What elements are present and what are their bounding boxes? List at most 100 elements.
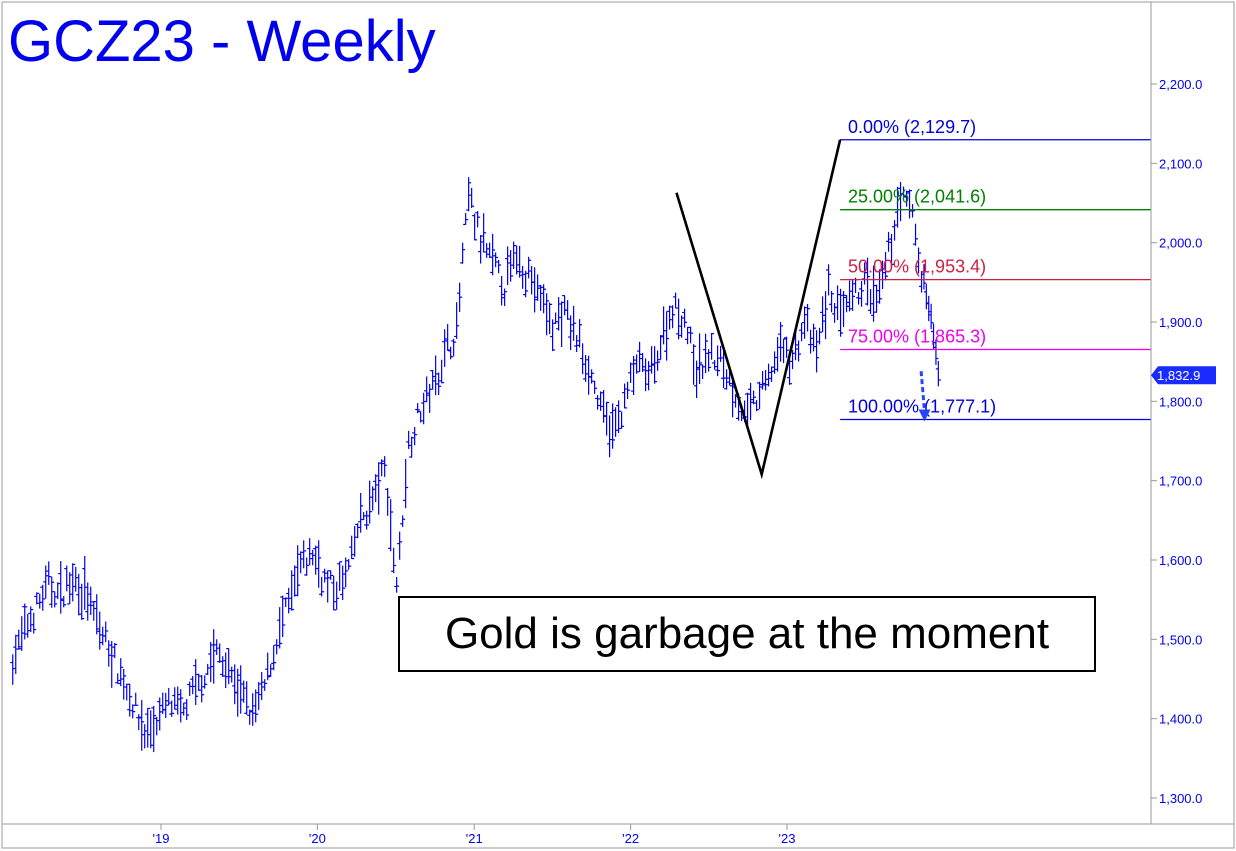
price-bar (805, 303, 811, 332)
price-bar (604, 401, 610, 436)
price-bar (400, 515, 406, 528)
price-bar (682, 308, 688, 328)
price-bar (145, 707, 151, 748)
price-bar (664, 311, 670, 361)
price-bar (796, 340, 802, 362)
price-bar (583, 355, 589, 382)
price-bar (31, 612, 37, 634)
price-bar (88, 586, 94, 615)
price-bar (760, 371, 766, 390)
price-bar (346, 559, 352, 570)
price-bar (778, 322, 784, 362)
price-bar (301, 540, 307, 569)
price-bar (571, 305, 577, 341)
price-bar (118, 658, 124, 687)
price-bar (808, 329, 814, 354)
price-bar (142, 724, 148, 749)
price-bar (766, 363, 772, 387)
price-bar (376, 462, 382, 515)
price-bar (34, 592, 40, 605)
price-bar (673, 292, 679, 309)
price-bar (439, 359, 445, 384)
price-bar (43, 565, 49, 599)
price-bar (193, 659, 199, 706)
price-bar (454, 302, 460, 339)
price-bar (94, 594, 100, 635)
price-bar (907, 189, 913, 219)
price-bar (220, 656, 226, 678)
price-bar (160, 692, 166, 714)
y-tick-label: 1,400.0 (1159, 712, 1202, 727)
fib-label: 100.00% (1,777.1) (848, 397, 996, 417)
price-bar (352, 526, 358, 557)
price-bar (289, 570, 295, 611)
price-bar (46, 561, 52, 585)
price-bar (394, 576, 400, 593)
price-bar (511, 241, 517, 269)
price-bar (64, 565, 70, 592)
price-bar (280, 595, 286, 637)
price-bar (244, 681, 250, 715)
fib-retracement-levels: 0.00% (2,129.7) 25.00% (2,041.6) 50.00% (1… (840, 117, 1151, 421)
price-bar (676, 298, 682, 340)
price-bar (259, 672, 265, 701)
price-bar (691, 344, 697, 385)
price-bar (856, 292, 862, 305)
price-bar (472, 213, 478, 241)
price-bar (412, 427, 418, 446)
x-tick-label: '22 (622, 831, 639, 846)
price-bar (616, 400, 622, 434)
price-bar (82, 555, 88, 610)
fib-label: 75.00% (1,865.3) (848, 327, 986, 347)
price-bar (199, 674, 205, 703)
price-bar (361, 512, 367, 521)
price-bar (358, 492, 364, 533)
price-bar (457, 282, 463, 312)
price-bar (544, 293, 550, 336)
price-bar (127, 683, 133, 717)
price-bar (40, 584, 46, 611)
price-bar (637, 341, 643, 373)
price-bar (190, 675, 196, 695)
price-bar (292, 565, 298, 597)
abc-pattern-line (675, 139, 842, 480)
price-bar (415, 403, 421, 414)
price-bar (868, 289, 874, 314)
price-bar (214, 639, 220, 655)
price-bar (514, 245, 520, 275)
price-bar (496, 259, 502, 274)
price-bar (721, 350, 727, 389)
price-bar (523, 270, 529, 298)
x-tick-label: '23 (779, 831, 796, 846)
price-bar (718, 345, 724, 362)
price-bar (550, 319, 556, 352)
annotation-callout: Gold is garbage at the moment (398, 596, 1096, 672)
price-bar (337, 561, 343, 591)
price-bar (916, 247, 922, 274)
price-bar (559, 301, 565, 347)
price-bar (601, 390, 607, 423)
price-bar (235, 668, 241, 717)
price-bar (427, 383, 433, 413)
price-bar (466, 177, 472, 212)
price-bar (277, 607, 283, 649)
price-bar (178, 689, 184, 723)
price-bar (565, 300, 571, 320)
fib-label: 50.00% (1,953.4) (848, 257, 986, 277)
price-bar (625, 381, 631, 400)
price-bar (355, 523, 361, 539)
price-bar (328, 570, 334, 580)
price-bar (538, 284, 544, 311)
price-bar (418, 411, 424, 423)
price-bar (136, 714, 142, 731)
price-bar (67, 572, 73, 605)
price-bar (382, 456, 388, 477)
price-bar (787, 358, 793, 385)
price-bar (508, 249, 514, 282)
price-bar (22, 603, 28, 640)
price-bar (448, 346, 454, 360)
y-tick-label: 1,600.0 (1159, 553, 1202, 568)
price-bar (784, 336, 790, 358)
